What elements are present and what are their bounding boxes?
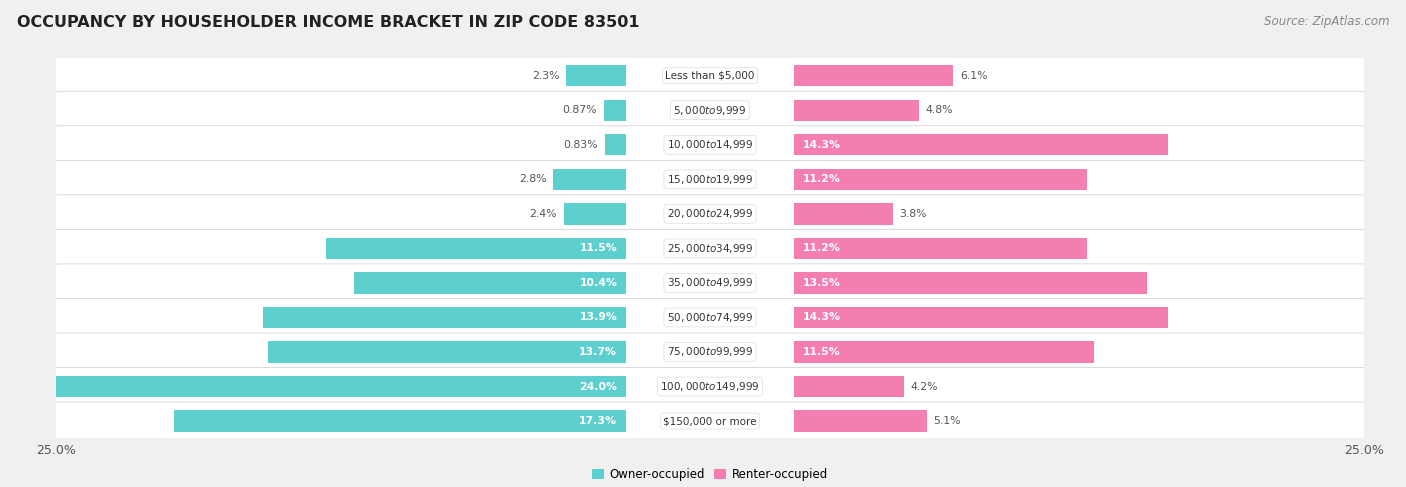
Text: 24.0%: 24.0% bbox=[579, 381, 617, 392]
Bar bbox=[794, 411, 927, 432]
Bar bbox=[174, 411, 626, 432]
Bar bbox=[0, 376, 626, 397]
Text: 6.1%: 6.1% bbox=[960, 71, 987, 81]
Text: 2.4%: 2.4% bbox=[530, 209, 557, 219]
Text: $100,000 to $149,999: $100,000 to $149,999 bbox=[661, 380, 759, 393]
Text: $50,000 to $74,999: $50,000 to $74,999 bbox=[666, 311, 754, 324]
Bar bbox=[326, 238, 626, 259]
Text: 10.4%: 10.4% bbox=[579, 278, 617, 288]
Bar bbox=[794, 169, 1087, 190]
Text: $15,000 to $19,999: $15,000 to $19,999 bbox=[666, 173, 754, 186]
Bar bbox=[269, 341, 626, 363]
Text: Less than $5,000: Less than $5,000 bbox=[665, 71, 755, 81]
Text: 13.7%: 13.7% bbox=[579, 347, 617, 357]
Legend: Owner-occupied, Renter-occupied: Owner-occupied, Renter-occupied bbox=[586, 463, 834, 486]
Text: 14.3%: 14.3% bbox=[803, 140, 841, 150]
Text: 4.2%: 4.2% bbox=[910, 381, 938, 392]
Bar bbox=[794, 203, 893, 225]
Text: 13.9%: 13.9% bbox=[579, 313, 617, 322]
FancyBboxPatch shape bbox=[55, 333, 1365, 371]
Bar bbox=[794, 99, 920, 121]
Bar bbox=[553, 169, 626, 190]
Text: $35,000 to $49,999: $35,000 to $49,999 bbox=[666, 277, 754, 289]
Text: 17.3%: 17.3% bbox=[579, 416, 617, 426]
Bar bbox=[794, 341, 1094, 363]
FancyBboxPatch shape bbox=[55, 229, 1365, 267]
FancyBboxPatch shape bbox=[55, 299, 1365, 337]
FancyBboxPatch shape bbox=[55, 195, 1365, 233]
Text: $10,000 to $14,999: $10,000 to $14,999 bbox=[666, 138, 754, 151]
Text: $75,000 to $99,999: $75,000 to $99,999 bbox=[666, 345, 754, 358]
Text: 13.5%: 13.5% bbox=[803, 278, 841, 288]
Text: 11.2%: 11.2% bbox=[803, 174, 841, 184]
FancyBboxPatch shape bbox=[55, 56, 1365, 94]
FancyBboxPatch shape bbox=[55, 402, 1365, 440]
Text: $5,000 to $9,999: $5,000 to $9,999 bbox=[673, 104, 747, 117]
FancyBboxPatch shape bbox=[55, 264, 1365, 302]
Bar bbox=[794, 238, 1087, 259]
Bar bbox=[605, 134, 626, 155]
Bar bbox=[354, 272, 626, 294]
Text: $25,000 to $34,999: $25,000 to $34,999 bbox=[666, 242, 754, 255]
Text: OCCUPANCY BY HOUSEHOLDER INCOME BRACKET IN ZIP CODE 83501: OCCUPANCY BY HOUSEHOLDER INCOME BRACKET … bbox=[17, 15, 640, 30]
Text: 5.1%: 5.1% bbox=[934, 416, 962, 426]
Text: 3.8%: 3.8% bbox=[900, 209, 927, 219]
Bar bbox=[567, 65, 626, 86]
Bar bbox=[263, 307, 626, 328]
Bar bbox=[794, 65, 953, 86]
Text: 11.5%: 11.5% bbox=[803, 347, 841, 357]
Bar bbox=[794, 307, 1167, 328]
Text: $150,000 or more: $150,000 or more bbox=[664, 416, 756, 426]
Text: 11.5%: 11.5% bbox=[579, 244, 617, 253]
FancyBboxPatch shape bbox=[55, 126, 1365, 164]
Text: Source: ZipAtlas.com: Source: ZipAtlas.com bbox=[1264, 15, 1389, 28]
FancyBboxPatch shape bbox=[55, 368, 1365, 406]
Bar bbox=[794, 376, 904, 397]
Text: 0.83%: 0.83% bbox=[564, 140, 598, 150]
Text: 14.3%: 14.3% bbox=[803, 313, 841, 322]
Text: 4.8%: 4.8% bbox=[925, 105, 953, 115]
Text: 11.2%: 11.2% bbox=[803, 244, 841, 253]
Bar bbox=[794, 272, 1147, 294]
Bar bbox=[603, 99, 626, 121]
Bar bbox=[564, 203, 626, 225]
FancyBboxPatch shape bbox=[55, 91, 1365, 129]
Text: $20,000 to $24,999: $20,000 to $24,999 bbox=[666, 207, 754, 220]
Text: 0.87%: 0.87% bbox=[562, 105, 598, 115]
Bar bbox=[794, 134, 1167, 155]
FancyBboxPatch shape bbox=[55, 160, 1365, 198]
Text: 2.8%: 2.8% bbox=[519, 174, 547, 184]
Text: 2.3%: 2.3% bbox=[531, 71, 560, 81]
